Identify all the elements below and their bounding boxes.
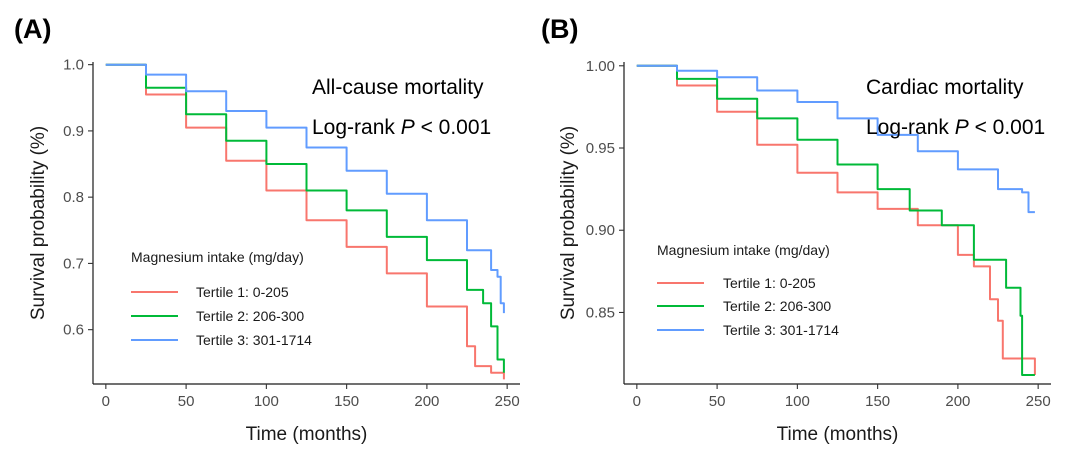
legend-label-tertile-1: Tertile 1: 0-205 [723,275,816,291]
pvalue-prefix: Log-rank [312,116,401,139]
legend-label-tertile-3: Tertile 3: 301-1714 [723,322,839,338]
legend-title: Magnesium intake (mg/day) [657,242,830,258]
x-tick-label: 0 [633,393,641,410]
panel-b: (B) 0 50 100 150 200 250 0.85 0.90 0.95 1.00 Time (… [541,14,1051,445]
x-axis-title: Time (months) [777,424,899,445]
legend: Magnesium intake (mg/day) Tertile 1: 0-20… [657,242,839,338]
legend-label-tertile-3: Tertile 3: 301-1714 [196,332,312,348]
panel-label: (A) [14,14,51,44]
legend-title: Magnesium intake (mg/day) [131,249,304,265]
pvalue-suffix: < 0.001 [969,116,1045,139]
legend: Magnesium intake (mg/day) Tertile 1: 0-20… [131,249,312,348]
pvalue-prefix: Log-rank [866,116,955,139]
series-line-tertile-3 [636,64,1035,214]
y-tick-label: 0.6 [63,322,84,339]
pvalue-p: P [955,116,969,139]
y-tick-label: 0.9 [63,123,84,140]
legend-label-tertile-2: Tertile 2: 206-300 [196,308,304,324]
x-tick-label: 50 [178,393,195,410]
pvalue-p: P [401,116,415,139]
annotation-pvalue: Log-rank P < 0.001 [866,116,1045,139]
panel-a: (A) 0 50 100 150 200 250 0.6 0.7 0.8 0.9 1.0 Time (m… [14,14,520,445]
series-line-tertile-2 [105,63,505,373]
x-tick-label: 200 [945,393,970,410]
legend-label-tertile-2: Tertile 2: 206-300 [723,298,831,314]
x-tick-label: 150 [865,393,890,410]
x-tick-label: 150 [334,393,359,410]
x-axis-title: Time (months) [246,424,368,445]
series-line-tertile-3 [105,63,505,314]
annotation-pvalue: Log-rank P < 0.001 [312,116,491,139]
x-tick-label: 100 [785,393,810,410]
x-tick-label: 0 [102,393,110,410]
annotation-title: All-cause mortality [312,76,484,99]
y-tick-label: 0.90 [586,222,615,239]
x-tick-label: 50 [709,393,726,410]
series-line-tertile-2 [636,64,1035,376]
panel-label: (B) [541,14,578,44]
y-tick-label: 0.85 [586,304,615,321]
pvalue-suffix: < 0.001 [415,116,491,139]
y-tick-label: 1.00 [586,58,615,75]
y-tick-label: 0.8 [63,189,84,206]
y-axis-title: Survival probability (%) [28,126,49,320]
x-tick-label: 200 [414,393,439,410]
series-line-tertile-1 [105,63,505,380]
y-tick-label: 0.7 [63,255,84,272]
annotation-title: Cardiac mortality [866,76,1024,99]
x-tick-label: 250 [495,393,520,410]
y-tick-label: 0.95 [586,140,615,157]
x-tick-label: 100 [254,393,279,410]
x-tick-label: 250 [1026,393,1051,410]
y-tick-label: 1.0 [63,57,84,74]
y-axis-title: Survival probability (%) [558,126,579,320]
legend-label-tertile-1: Tertile 1: 0-205 [196,284,289,300]
series-line-tertile-1 [636,64,1036,375]
